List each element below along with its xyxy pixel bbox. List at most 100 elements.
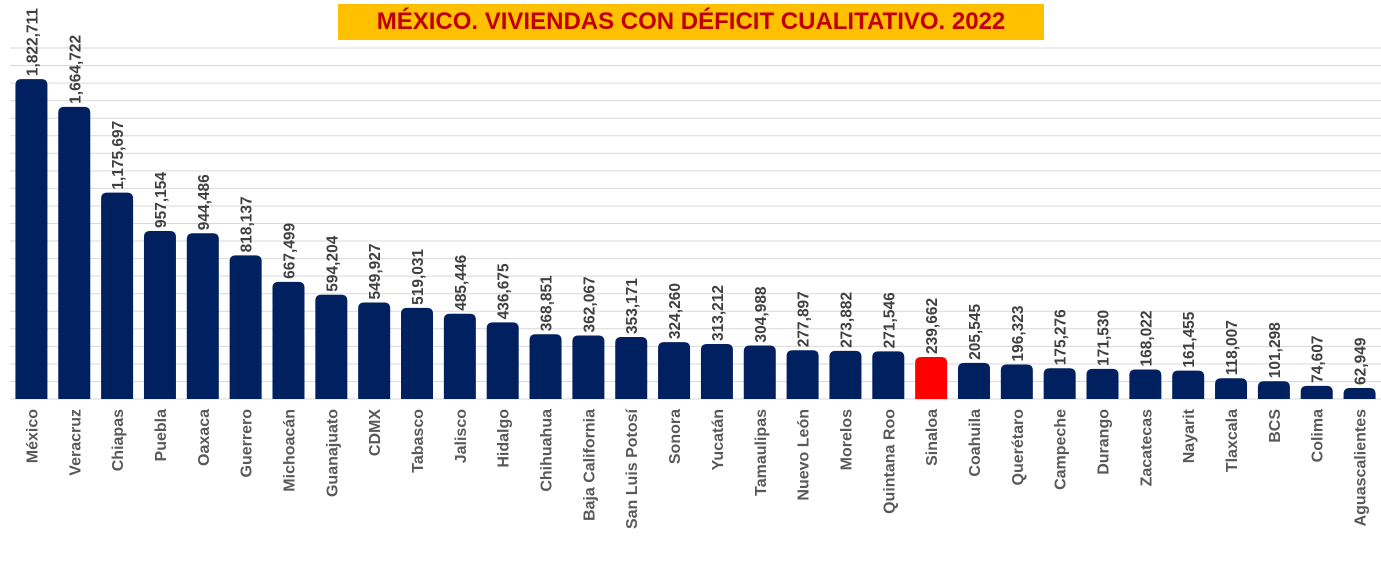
value-label: 594,204 [324, 235, 341, 291]
value-label: 362,067 [581, 276, 598, 332]
bar [572, 335, 605, 399]
category-label: Sinaloa [924, 409, 941, 466]
category-label: San Luis Potosí [624, 408, 641, 529]
value-label: 818,137 [239, 196, 256, 252]
category-label: Sonora [667, 409, 684, 464]
category-label: Aguascalientes [1353, 409, 1370, 526]
value-label: 168,022 [1138, 310, 1155, 366]
value-label: 273,882 [838, 292, 855, 348]
bar [1000, 364, 1033, 399]
category-label: Guerrero [239, 409, 256, 478]
category-label: Nuevo León [796, 409, 813, 501]
bar [1043, 368, 1076, 399]
value-label: 271,546 [881, 292, 898, 348]
value-label: 277,897 [796, 291, 813, 347]
value-label: 368,851 [539, 275, 556, 331]
bar [700, 344, 733, 399]
bar [1300, 385, 1333, 399]
category-label: México [24, 409, 41, 463]
category-label: Colima [1310, 409, 1327, 462]
value-label: 353,171 [624, 278, 641, 334]
category-label: Tabasco [410, 409, 427, 473]
bar [743, 345, 776, 399]
bar [957, 362, 990, 399]
bar [101, 192, 134, 399]
category-label: Veracruz [67, 409, 84, 476]
value-label: 196,323 [1010, 305, 1027, 361]
category-label: Hidalgo [496, 409, 513, 468]
bar [1257, 381, 1290, 399]
value-label: 667,499 [281, 222, 298, 278]
bar [1172, 370, 1205, 399]
bar [1086, 368, 1119, 399]
category-label: BCS [1267, 409, 1284, 443]
bar [1215, 378, 1248, 399]
category-label: Coahuila [967, 409, 984, 477]
category-label: CDMX [367, 409, 384, 456]
bar [529, 334, 562, 399]
value-label: 957,154 [153, 172, 170, 228]
category-label: Chiapas [110, 409, 127, 471]
value-label: 205,545 [967, 304, 984, 360]
value-label: 304,988 [753, 286, 770, 342]
value-label: 62,949 [1353, 337, 1370, 385]
value-label: 175,276 [1053, 309, 1070, 365]
category-labels: México Veracruz Chiapas Puebla Oaxaca Guerrer… [24, 408, 1369, 529]
bar [915, 356, 948, 399]
category-label: Michoacán [281, 409, 298, 492]
bars [15, 79, 1376, 400]
value-label: 74,607 [1310, 335, 1327, 382]
category-label: Jalisco [453, 409, 470, 463]
bar [1343, 387, 1376, 399]
value-label: 519,031 [410, 249, 427, 305]
category-label: Nayarit [1181, 408, 1198, 463]
value-label: 549,927 [367, 243, 384, 299]
bar [786, 350, 819, 399]
bar [1129, 369, 1162, 399]
value-label: 101,298 [1267, 322, 1284, 378]
value-label: 436,675 [496, 263, 513, 319]
category-label: Durango [1096, 409, 1113, 475]
bar [58, 106, 91, 400]
value-label: 944,486 [196, 174, 213, 230]
bar [401, 307, 434, 399]
value-label: 1,175,697 [110, 121, 127, 190]
bar [186, 233, 219, 399]
category-label: Oaxaca [196, 409, 213, 466]
value-label: 313,212 [710, 285, 727, 341]
category-label: Zacatecas [1138, 409, 1155, 486]
category-label: Tamaulipas [753, 409, 770, 496]
bar [15, 79, 48, 399]
value-label: 161,455 [1181, 311, 1198, 367]
category-label: Yucatán [710, 409, 727, 470]
chart-title: MÉXICO. VIVIENDAS CON DÉFICIT CUALITATIV… [338, 4, 1044, 40]
category-label: Morelos [838, 409, 855, 470]
value-label: 239,662 [924, 298, 941, 354]
value-label: 118,007 [1224, 320, 1241, 375]
bar [229, 255, 262, 399]
category-label: Guanajuato [324, 409, 341, 497]
bar [829, 350, 862, 399]
bar [315, 294, 348, 399]
category-label: Querétaro [1010, 409, 1027, 486]
bar [872, 351, 905, 399]
category-label: Tlaxcala [1224, 409, 1241, 472]
bar [443, 313, 476, 399]
value-label: 324,260 [667, 283, 684, 339]
category-label: Campeche [1053, 409, 1070, 490]
value-label: 171,530 [1096, 310, 1113, 366]
bar [615, 337, 648, 399]
bar [358, 302, 391, 399]
category-label: Chihuahua [539, 409, 556, 492]
bar [658, 342, 691, 399]
bar [272, 281, 305, 399]
bar [486, 322, 519, 399]
value-label: 1,664,722 [67, 35, 84, 104]
value-label: 1,822,711 [24, 8, 41, 76]
value-labels: 1,822,711 1,664,722 1,175,697 957,154 944,48… [24, 8, 1369, 385]
bar [143, 231, 176, 399]
category-label: Baja California [581, 409, 598, 521]
category-label: Puebla [153, 409, 170, 462]
value-label: 485,446 [453, 254, 470, 310]
